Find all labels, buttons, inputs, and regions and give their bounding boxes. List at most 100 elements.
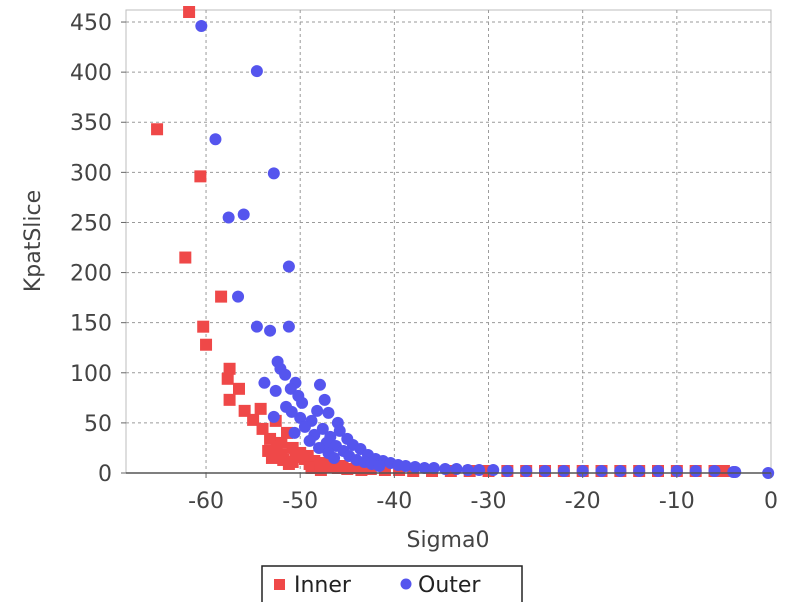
y-tick-label: 50 xyxy=(84,412,112,437)
inner-point xyxy=(331,461,344,474)
y-tick-label: 400 xyxy=(70,61,112,86)
outer-point xyxy=(250,65,263,78)
outer-point xyxy=(267,167,280,180)
outer-point xyxy=(269,384,282,397)
x-tick-label: -60 xyxy=(188,489,224,514)
x-tick-label: -40 xyxy=(376,489,412,514)
plot-area xyxy=(125,9,772,474)
outer-point xyxy=(501,464,514,477)
outer-point xyxy=(439,462,452,475)
outer-point xyxy=(520,464,533,477)
data-points xyxy=(151,6,775,479)
axes xyxy=(121,21,772,478)
outer-point xyxy=(418,461,431,474)
y-tick-label: 0 xyxy=(98,462,112,487)
outer-point xyxy=(282,260,295,273)
outer-point xyxy=(427,461,440,474)
legend: Inner Outer xyxy=(261,565,523,602)
outer-point xyxy=(652,464,665,477)
outer-point xyxy=(285,405,298,418)
outer-point xyxy=(311,404,324,417)
inner-point xyxy=(183,6,196,19)
outer-point xyxy=(288,426,301,439)
outer-point xyxy=(633,464,646,477)
y-tick-label: 100 xyxy=(70,362,112,387)
y-tick-label: 300 xyxy=(70,161,112,186)
outer-point xyxy=(333,424,346,437)
inner-point xyxy=(215,290,228,303)
legend-label-inner: Inner xyxy=(294,573,352,598)
legend-marker-inner xyxy=(274,579,285,590)
inner-point xyxy=(256,422,269,435)
outer-point xyxy=(258,376,271,389)
inner-point xyxy=(314,463,327,476)
y-tick-label: 250 xyxy=(70,211,112,236)
inner-point xyxy=(254,402,267,415)
outer-point xyxy=(316,422,329,435)
outer-point xyxy=(670,464,683,477)
inner-point xyxy=(179,251,192,264)
outer-point xyxy=(318,393,331,406)
outer-point xyxy=(689,464,702,477)
x-axis-title: Sigma0 xyxy=(407,528,490,553)
outer-point xyxy=(282,320,295,333)
outer-point xyxy=(294,411,307,424)
outer-point xyxy=(237,208,250,221)
x-tick-label: -30 xyxy=(471,489,507,514)
inner-point xyxy=(301,449,314,462)
outer-point xyxy=(473,463,486,476)
y-tick-label: 350 xyxy=(70,111,112,136)
outer-point xyxy=(614,464,627,477)
x-tick-label: -50 xyxy=(282,489,318,514)
inner-point xyxy=(223,393,236,406)
x-tick-label: -10 xyxy=(659,489,695,514)
legend-box xyxy=(261,565,523,602)
inner-point xyxy=(223,362,236,375)
x-tick-label: -20 xyxy=(565,489,601,514)
outer-point xyxy=(729,465,742,478)
outer-point xyxy=(539,464,552,477)
inner-point xyxy=(270,440,283,453)
inner-point xyxy=(238,404,251,417)
y-tick-label: 450 xyxy=(70,11,112,36)
outer-point xyxy=(250,320,263,333)
inner-point xyxy=(200,338,213,351)
inner-point xyxy=(341,462,354,475)
inner-point xyxy=(247,413,260,426)
outer-point xyxy=(195,20,208,33)
inner-point xyxy=(197,320,210,333)
outer-point xyxy=(328,451,341,464)
outer-point xyxy=(708,464,721,477)
inner-point xyxy=(151,123,164,136)
outer-point xyxy=(595,464,608,477)
outer-point xyxy=(373,459,386,472)
legend-marker-outer xyxy=(400,578,412,590)
outer-point xyxy=(557,464,570,477)
outer-point xyxy=(298,420,311,433)
inner-point xyxy=(221,372,234,385)
outer-point xyxy=(222,211,235,224)
outer-point xyxy=(409,460,422,473)
outer-point xyxy=(303,434,316,447)
inner-point xyxy=(282,457,295,470)
outer-point xyxy=(209,133,222,146)
legend-label-outer: Outer xyxy=(418,573,481,598)
outer-point xyxy=(461,463,474,476)
outer-point xyxy=(264,324,277,337)
inner-point xyxy=(194,170,207,183)
outer-point xyxy=(399,459,412,472)
tick-labels: -60 -50 -40 -30 -20 -10 0 0 50 100 150 200 250 300 350… xyxy=(70,11,778,514)
outer-point xyxy=(313,441,326,454)
outer-point xyxy=(284,382,297,395)
inner-point xyxy=(232,382,245,395)
inner-point xyxy=(717,464,730,477)
y-tick-label: 150 xyxy=(70,312,112,337)
x-tick-label: 0 xyxy=(764,489,778,514)
outer-point xyxy=(313,378,326,391)
inner-point xyxy=(305,461,318,474)
outer-point xyxy=(232,290,245,303)
y-axis-title: KpatSlice xyxy=(21,190,46,292)
inner-point xyxy=(265,451,278,464)
outer-point xyxy=(267,410,280,423)
